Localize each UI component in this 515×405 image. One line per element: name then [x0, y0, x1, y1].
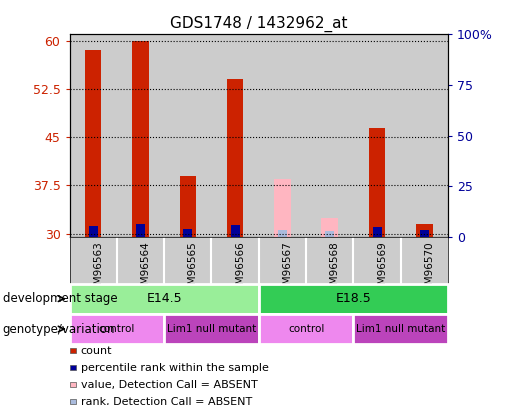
Text: GSM96563: GSM96563	[93, 241, 103, 298]
Bar	[278, 230, 287, 237]
Bar	[89, 226, 98, 237]
Bar	[353, 34, 401, 237]
Bar	[132, 41, 149, 237]
Bar	[180, 176, 196, 237]
Bar	[274, 179, 291, 237]
Bar	[259, 34, 306, 237]
Text: E14.5: E14.5	[146, 292, 182, 305]
Bar	[70, 34, 117, 237]
Bar	[164, 314, 259, 344]
Text: GSM96569: GSM96569	[377, 241, 387, 298]
Bar	[321, 217, 338, 237]
Text: GSM96566: GSM96566	[235, 241, 245, 298]
Text: E18.5: E18.5	[336, 292, 371, 305]
Bar	[212, 34, 259, 237]
Text: control: control	[99, 324, 135, 334]
Title: GDS1748 / 1432962_at: GDS1748 / 1432962_at	[170, 15, 348, 32]
Bar	[420, 230, 429, 237]
Bar	[231, 225, 239, 237]
Text: GSM96564: GSM96564	[141, 241, 150, 298]
Text: rank, Detection Call = ABSENT: rank, Detection Call = ABSENT	[81, 397, 252, 405]
Text: GSM96565: GSM96565	[188, 241, 198, 298]
Text: GSM96567: GSM96567	[282, 241, 293, 298]
Bar	[401, 34, 448, 237]
Bar	[306, 34, 353, 237]
Text: Lim1 null mutant: Lim1 null mutant	[356, 324, 445, 334]
Text: count: count	[81, 346, 112, 356]
Bar	[136, 224, 145, 237]
Text: control: control	[288, 324, 324, 334]
Bar	[164, 34, 212, 237]
Bar	[259, 314, 353, 344]
Text: GSM96568: GSM96568	[330, 241, 340, 298]
Text: value, Detection Call = ABSENT: value, Detection Call = ABSENT	[81, 380, 258, 390]
Text: Lim1 null mutant: Lim1 null mutant	[167, 324, 256, 334]
Text: GSM96570: GSM96570	[424, 241, 434, 298]
Bar	[70, 284, 259, 314]
Bar	[259, 284, 448, 314]
Bar	[227, 79, 244, 237]
Bar	[416, 224, 433, 237]
Bar	[117, 34, 164, 237]
Bar	[183, 228, 193, 237]
Bar	[85, 51, 101, 237]
Bar	[369, 128, 385, 237]
Bar	[372, 227, 382, 237]
Text: genotype/variation: genotype/variation	[3, 322, 115, 336]
Text: development stage: development stage	[3, 292, 117, 305]
Bar	[70, 314, 164, 344]
Text: percentile rank within the sample: percentile rank within the sample	[81, 363, 269, 373]
Bar	[353, 314, 448, 344]
Bar	[325, 231, 334, 237]
